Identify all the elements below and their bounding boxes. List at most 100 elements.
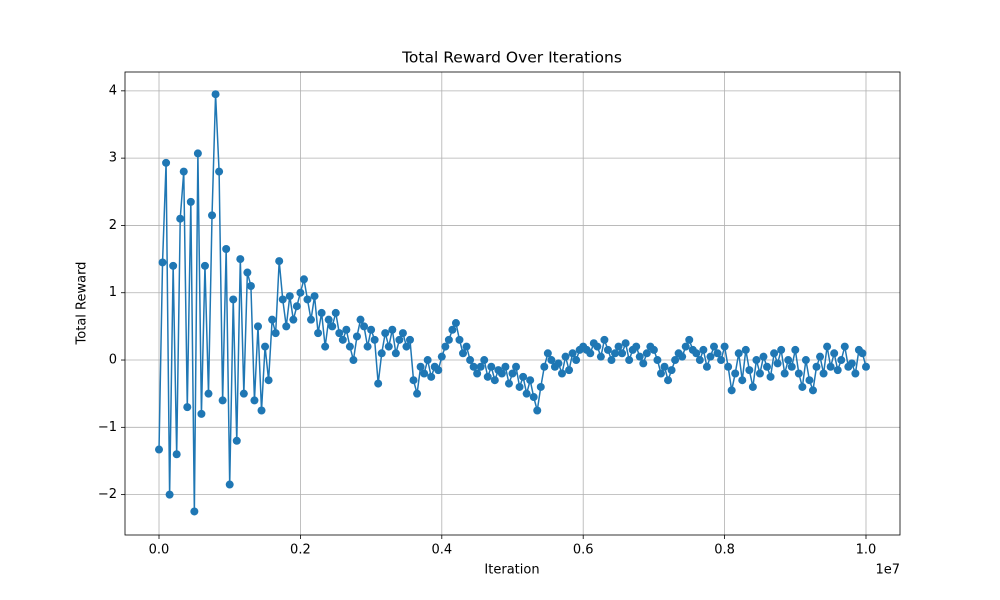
data-point — [367, 325, 376, 334]
data-point — [222, 244, 231, 253]
data-point — [176, 214, 185, 223]
data-point — [253, 322, 262, 331]
chart-title: Total Reward Over Iterations — [401, 49, 622, 67]
data-point — [232, 436, 241, 445]
data-point — [349, 356, 358, 365]
data-point — [621, 339, 630, 348]
data-point — [738, 376, 747, 385]
data-point — [416, 362, 425, 371]
data-point — [766, 372, 775, 381]
data-point — [158, 258, 167, 267]
data-point — [561, 352, 570, 361]
data-point — [239, 389, 248, 398]
data-point — [402, 342, 411, 351]
data-point — [335, 329, 344, 338]
data-point — [717, 356, 726, 365]
data-point — [441, 342, 450, 351]
data-point — [695, 356, 704, 365]
data-point — [533, 406, 542, 415]
data-point — [317, 308, 326, 317]
data-point — [504, 379, 513, 388]
data-point — [352, 332, 361, 341]
data-point — [600, 335, 609, 344]
data-point — [455, 335, 464, 344]
data-point — [200, 261, 209, 270]
data-point — [388, 325, 397, 334]
x-tick-label: 1.0 — [856, 543, 877, 558]
data-point — [193, 149, 202, 158]
data-point — [823, 342, 832, 351]
data-point — [847, 359, 856, 368]
data-point — [724, 362, 733, 371]
data-point — [391, 349, 400, 358]
data-point — [731, 369, 740, 378]
data-point — [356, 315, 365, 324]
data-point — [420, 369, 429, 378]
data-point — [289, 315, 298, 324]
data-point — [699, 345, 708, 354]
data-point — [261, 342, 270, 351]
data-point — [190, 507, 199, 516]
data-point — [780, 369, 789, 378]
data-point — [508, 369, 517, 378]
data-point — [649, 345, 658, 354]
data-point — [268, 315, 277, 324]
data-point — [734, 349, 743, 358]
data-point — [466, 356, 475, 365]
data-point — [169, 261, 178, 270]
data-point — [816, 352, 825, 361]
data-point — [307, 315, 316, 324]
data-point — [632, 342, 641, 351]
data-point — [540, 362, 549, 371]
y-tick-label: 4 — [109, 83, 117, 98]
data-point — [671, 356, 680, 365]
data-point — [586, 349, 595, 358]
x-tick-label: 0.8 — [714, 543, 735, 558]
data-point — [215, 167, 224, 176]
data-point — [745, 366, 754, 375]
data-point — [405, 335, 414, 344]
data-point — [501, 362, 510, 371]
data-line — [158, 94, 867, 512]
data-point — [625, 356, 634, 365]
data-point — [720, 342, 729, 351]
y-tick-label: 2 — [109, 218, 117, 233]
data-point — [179, 167, 188, 176]
data-point — [642, 349, 651, 358]
data-point — [246, 282, 255, 291]
data-point — [667, 366, 676, 375]
data-point — [678, 352, 687, 361]
data-point — [162, 158, 171, 167]
data-point — [603, 345, 612, 354]
data-point — [759, 352, 768, 361]
data-point — [784, 356, 793, 365]
data-point — [172, 450, 181, 459]
data-point — [331, 308, 340, 317]
data-point — [840, 342, 849, 351]
data-point — [727, 386, 736, 395]
data-point — [338, 335, 347, 344]
data-point — [702, 362, 711, 371]
data-point — [328, 322, 337, 331]
data-point — [229, 295, 238, 304]
data-point — [770, 349, 779, 358]
data-point — [278, 295, 287, 304]
data-point — [748, 382, 757, 391]
data-point — [861, 362, 870, 371]
data-point — [565, 366, 574, 375]
data-point — [183, 403, 192, 412]
data-point — [303, 295, 312, 304]
data-point — [572, 356, 581, 365]
data-point — [618, 349, 627, 358]
data-point — [285, 292, 294, 301]
data-point — [554, 359, 563, 368]
data-point — [547, 356, 556, 365]
data-point — [777, 345, 786, 354]
data-point — [314, 329, 323, 338]
data-point — [830, 349, 839, 358]
data-point — [635, 352, 644, 361]
x-tick-label: 0.4 — [431, 543, 452, 558]
data-point — [155, 445, 164, 454]
data-point — [342, 325, 351, 334]
